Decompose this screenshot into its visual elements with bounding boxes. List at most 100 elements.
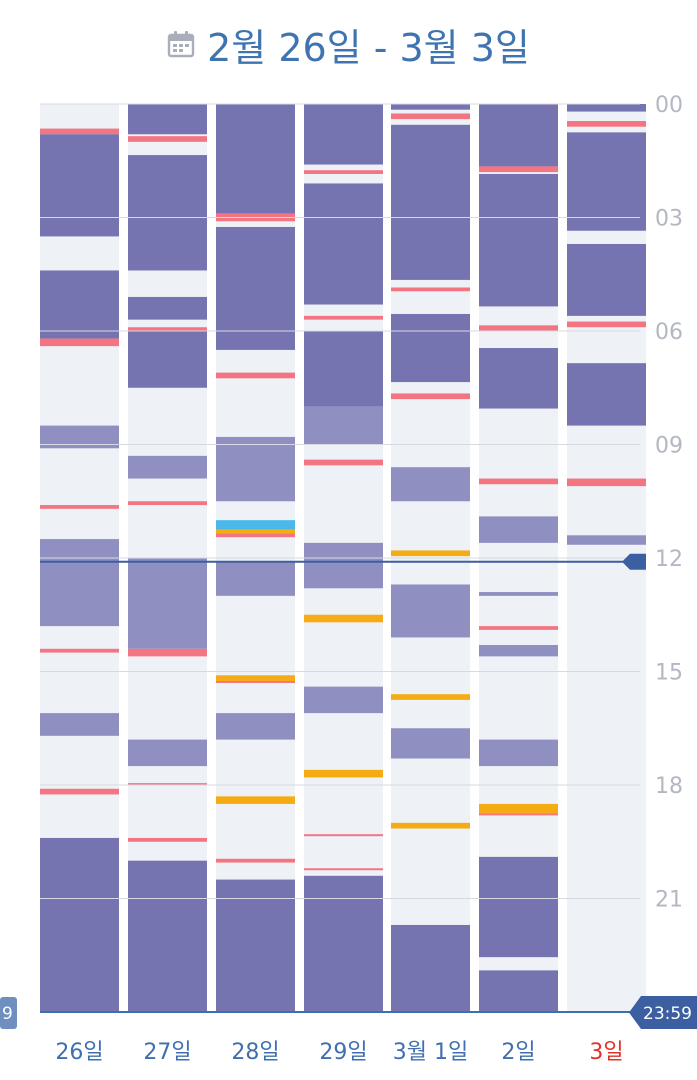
sleep-segment-deep — [567, 363, 646, 426]
sleep-segment-wake — [216, 372, 295, 379]
sleep-segment-deep — [216, 104, 295, 214]
sleep-segment-orange — [304, 769, 383, 778]
sleep-segment-orange — [304, 614, 383, 623]
sleep-segment-wake — [479, 626, 558, 630]
sleep-segment-wake — [40, 338, 119, 347]
sleep-segment-orange — [216, 675, 295, 681]
sleep-segment-orange — [391, 694, 470, 700]
sleep-segment-deep — [567, 132, 646, 231]
sleep-segment-wake — [479, 166, 558, 173]
sleep-segment-wake — [216, 680, 295, 683]
end-time-badge-text: 23:59 — [643, 1004, 692, 1024]
day-label: 28일 — [231, 1040, 279, 1065]
hour-label: 18 — [655, 774, 683, 799]
sleep-segment-wake — [128, 837, 207, 842]
sleep-segment-light — [128, 455, 207, 479]
sleep-segment-deep — [128, 860, 207, 1012]
sleep-segment-wake — [128, 501, 207, 506]
sleep-segment-wake — [304, 170, 383, 174]
sleep-segment-light — [128, 739, 207, 767]
current-time-marker — [622, 553, 646, 570]
sleep-segment-wake — [391, 393, 470, 400]
sleep-segment-deep — [40, 837, 119, 1012]
sleep-segment-light — [479, 592, 558, 596]
sleep-segment-wake — [391, 287, 470, 292]
day-label: 3월 1일 — [393, 1040, 468, 1065]
sleep-segment-light — [40, 539, 119, 627]
sleep-segment-light — [567, 535, 646, 545]
sleep-segment-light — [40, 425, 119, 449]
sleep-segment-blue — [216, 520, 295, 530]
sleep-segment-deep — [304, 183, 383, 305]
day-label: 29일 — [319, 1040, 367, 1065]
calendar-icon — [167, 31, 195, 58]
sleep-segment-light — [216, 436, 295, 502]
hour-label: 12 — [655, 547, 683, 572]
sleep-segment-deep — [304, 331, 383, 407]
hour-label: 09 — [655, 434, 683, 459]
header: 2월 26일 - 3월 3일 — [0, 14, 697, 74]
sleep-segment-light — [216, 561, 295, 596]
sleep-segment-deep — [479, 173, 558, 307]
day-label: 26일 — [55, 1040, 103, 1065]
sleep-segment-deep — [479, 104, 558, 167]
sleep-segment-deep — [304, 104, 383, 165]
sleep-segment-wake — [304, 315, 383, 320]
sleep-segment-light — [128, 558, 207, 649]
sleep-segment-deep — [479, 856, 558, 958]
sleep-segment-light — [479, 516, 558, 543]
sleep-segment-wake — [567, 121, 646, 127]
sleep-segment-wake — [216, 533, 295, 538]
sleep-segment-wake — [391, 113, 470, 120]
sleep-segment-deep — [40, 134, 119, 237]
sleep-segment-wake — [128, 783, 207, 786]
sleep-segment-orange — [391, 822, 470, 829]
sleep-segment-wake — [216, 858, 295, 863]
sleep-segment-deep — [40, 270, 119, 339]
hour-label: 00 — [655, 93, 683, 118]
sleep-segment-deep — [567, 104, 646, 112]
sleep-segment-deep — [128, 296, 207, 320]
sleep-segment-wake — [40, 505, 119, 509]
sleep-segment-deep — [216, 226, 295, 350]
sleep-segment-deep — [391, 104, 470, 110]
sleep-segment-deep — [391, 124, 470, 280]
sleep-segment-light — [391, 584, 470, 638]
sleep-segment-deep — [391, 924, 470, 1012]
sleep-segment-orange — [391, 550, 470, 557]
sleep-segment-wake — [40, 788, 119, 795]
sleep-segment-deep — [128, 104, 207, 135]
sleep-segment-wake — [304, 868, 383, 871]
sleep-segment-wake — [479, 813, 558, 816]
sleep-segment-wake — [128, 648, 207, 657]
sleep-segment-light — [304, 542, 383, 589]
sleep-segment-light — [304, 686, 383, 714]
sleep-segment-light — [216, 713, 295, 740]
hour-label: 06 — [655, 320, 683, 345]
sleep-segment-light — [479, 645, 558, 657]
date-range-title: 2월 26일 - 3월 3일 — [207, 25, 530, 70]
hour-label: 15 — [655, 661, 683, 686]
sleep-segment-light — [40, 713, 119, 736]
sleep-segment-deep — [216, 879, 295, 1012]
sleep-segment-deep — [567, 243, 646, 316]
sleep-segment-light — [479, 739, 558, 767]
sleep-segment-orange — [216, 796, 295, 804]
sleep-segment-light — [391, 728, 470, 759]
sleep-segment-wake — [40, 128, 119, 135]
day-label: 3일 — [589, 1040, 623, 1065]
sleep-segment-wake — [128, 327, 207, 331]
day-label: 2일 — [501, 1040, 535, 1065]
sleep-segment-wake — [479, 478, 558, 485]
sleep-segment-deep — [391, 313, 470, 383]
sleep-segment-light — [304, 406, 383, 445]
sleep-segment-deep — [128, 331, 207, 388]
left-time-badge-text: 9 — [2, 1004, 13, 1024]
sleep-segment-wake — [128, 136, 207, 142]
sleep-segment-wake — [304, 459, 383, 466]
sleep-segment-deep — [128, 155, 207, 271]
sleep-segment-wake — [567, 321, 646, 328]
sleep-segment-deep — [304, 875, 383, 1012]
hour-label: 21 — [655, 888, 683, 913]
